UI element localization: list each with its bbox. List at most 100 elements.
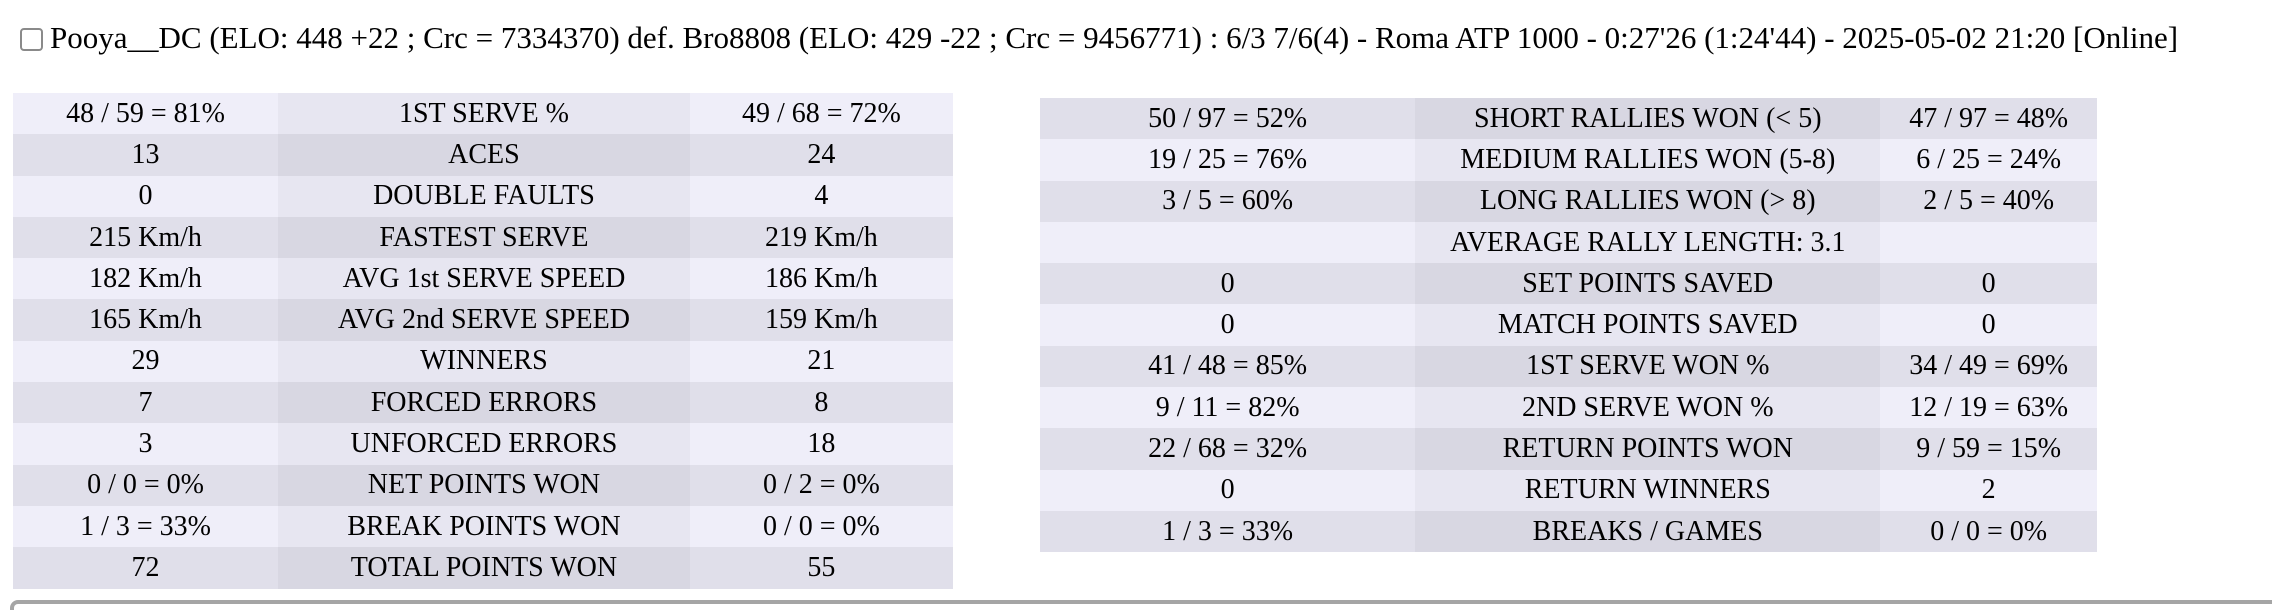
stat-row: 3 / 5 = 60% LONG RALLIES WON (> 8) 2 / 5 =… (1040, 180, 2097, 222)
stat-row: 7 FORCED ERRORS 8 (13, 382, 953, 424)
stat-value-player1: 19 / 25 = 76% (1040, 139, 1416, 181)
stat-value-player2: 8 (689, 382, 953, 424)
stat-row: 0 DOUBLE FAULTS 4 (13, 175, 953, 217)
stat-label: BREAK POINTS WON (278, 505, 690, 548)
stat-value-player2: 4 (689, 175, 953, 217)
stat-value-player1: 50 / 97 = 52% (1040, 98, 1416, 140)
stat-row: 29 WINNERS 21 (13, 340, 953, 383)
stat-value-player1: 0 (13, 175, 279, 217)
stat-label: BREAKS / GAMES (1415, 510, 1881, 553)
stat-label: 1ST SERVE WON % (1415, 345, 1881, 388)
stat-label: AVG 1st SERVE SPEED (278, 258, 690, 300)
stat-value-player1: 0 (1040, 469, 1416, 511)
stat-row: 165 Km/h AVG 2nd SERVE SPEED 159 Km/h (13, 299, 953, 341)
stat-value-player2: 18 (689, 423, 953, 465)
stat-label: UNFORCED ERRORS (278, 423, 690, 465)
stat-value-player1: 0 (1040, 304, 1416, 346)
stat-row: 41 / 48 = 85% 1ST SERVE WON % 34 / 49 = 69… (1040, 345, 2097, 388)
stat-label: NET POINTS WON (278, 464, 690, 506)
stat-value-player2: 0 / 2 = 0% (689, 464, 953, 506)
stat-value-player2: 49 / 68 = 72% (689, 93, 953, 135)
stat-value-player2: 34 / 49 = 69% (1880, 345, 2097, 388)
stat-row: 13 ACES 24 (13, 134, 953, 176)
stat-value-player1: 7 (13, 382, 279, 424)
stat-value-player2: 21 (689, 340, 953, 383)
stat-value-player2: 186 Km/h (689, 258, 953, 300)
stat-label: FASTEST SERVE (278, 216, 690, 259)
stat-row: 50 / 97 = 52% SHORT RALLIES WON (< 5) 47 /… (1040, 98, 2097, 140)
stat-row: 0 SET POINTS SAVED 0 (1040, 263, 2097, 305)
stat-value-player2: 24 (689, 134, 953, 176)
stat-label: DOUBLE FAULTS (278, 175, 690, 217)
stat-value-player2: 159 Km/h (689, 299, 953, 341)
stat-row: 215 Km/h FASTEST SERVE 219 Km/h (13, 216, 953, 259)
stat-value-player1: 165 Km/h (13, 299, 279, 341)
stats-tables: 48 / 59 = 81% 1ST SERVE % 49 / 68 = 72% 13 A… (13, 93, 2097, 589)
stat-value-player1: 1 / 3 = 33% (13, 505, 279, 548)
stat-value-player2: 9 / 59 = 15% (1880, 428, 2097, 470)
stat-value-player2: 47 / 97 = 48% (1880, 98, 2097, 140)
stat-label: MEDIUM RALLIES WON (5-8) (1415, 139, 1881, 181)
stat-value-player2: 0 / 0 = 0% (689, 505, 953, 548)
stat-row: 3 UNFORCED ERRORS 18 (13, 423, 953, 465)
stat-row: 0 / 0 = 0% NET POINTS WON 0 / 2 = 0% (13, 464, 953, 506)
stat-label: 1ST SERVE % (278, 93, 690, 135)
stat-label: ACES (278, 134, 690, 176)
stat-value-player1 (1040, 221, 1416, 264)
stat-value-player2: 6 / 25 = 24% (1880, 139, 2097, 181)
stat-value-player1: 3 (13, 423, 279, 465)
stat-label: SHORT RALLIES WON (< 5) (1415, 98, 1881, 140)
stat-value-player1: 13 (13, 134, 279, 176)
stat-label: WINNERS (278, 340, 690, 383)
stat-value-player2: 55 (689, 547, 953, 589)
stat-value-player2: 2 / 5 = 40% (1880, 180, 2097, 222)
stat-label: LONG RALLIES WON (> 8) (1415, 180, 1881, 222)
stat-label: MATCH POINTS SAVED (1415, 304, 1881, 346)
stat-value-player2: 0 (1880, 304, 2097, 346)
stat-label: TOTAL POINTS WON (278, 547, 690, 589)
stat-value-player1: 72 (13, 547, 279, 589)
stat-row: 182 Km/h AVG 1st SERVE SPEED 186 Km/h (13, 258, 953, 300)
stat-row: 48 / 59 = 81% 1ST SERVE % 49 / 68 = 72% (13, 93, 953, 135)
stat-value-player2: 0 / 0 = 0% (1880, 510, 2097, 553)
stat-row: 72 TOTAL POINTS WON 55 (13, 547, 953, 589)
stat-label: RETURN POINTS WON (1415, 428, 1881, 470)
stat-value-player2: 2 (1880, 469, 2097, 511)
stat-row: 0 MATCH POINTS SAVED 0 (1040, 304, 2097, 346)
stat-row: AVERAGE RALLY LENGTH: 3.1 (1040, 221, 2097, 264)
stat-value-player1: 0 / 0 = 0% (13, 464, 279, 506)
stat-row: 22 / 68 = 32% RETURN POINTS WON 9 / 59 = 1… (1040, 428, 2097, 470)
stat-value-player1: 9 / 11 = 82% (1040, 387, 1416, 429)
serve-stats-table: 48 / 59 = 81% 1ST SERVE % 49 / 68 = 72% 13 A… (13, 93, 953, 589)
stat-value-player1: 0 (1040, 263, 1416, 305)
stat-value-player1: 22 / 68 = 32% (1040, 428, 1416, 470)
match-select-checkbox[interactable] (20, 27, 43, 51)
stat-value-player2 (1880, 221, 2097, 264)
stat-value-player1: 1 / 3 = 33% (1040, 510, 1416, 553)
rally-stats-table: 50 / 97 = 52% SHORT RALLIES WON (< 5) 47 /… (1040, 98, 2097, 589)
stat-label: 2ND SERVE WON % (1415, 387, 1881, 429)
stat-value-player2: 0 (1880, 263, 2097, 305)
stat-value-player2: 12 / 19 = 63% (1880, 387, 2097, 429)
stat-label: AVG 2nd SERVE SPEED (278, 299, 690, 341)
stat-row: 0 RETURN WINNERS 2 (1040, 469, 2097, 511)
match-result-header: Pooya__DC (ELO: 448 +22 ; Crc = 7334370)… (20, 18, 2268, 58)
stat-label: FORCED ERRORS (278, 382, 690, 424)
stat-value-player1: 41 / 48 = 85% (1040, 345, 1416, 388)
stat-row: 1 / 3 = 33% BREAK POINTS WON 0 / 0 = 0% (13, 505, 953, 548)
match-result-title: Pooya__DC (ELO: 448 +22 ; Crc = 7334370)… (50, 20, 2179, 55)
stat-value-player1: 182 Km/h (13, 258, 279, 300)
stat-label: RETURN WINNERS (1415, 469, 1881, 511)
stat-label: SET POINTS SAVED (1415, 263, 1881, 305)
stat-row: 9 / 11 = 82% 2ND SERVE WON % 12 / 19 = 63% (1040, 387, 2097, 429)
section-divider (10, 600, 2272, 610)
stat-label: AVERAGE RALLY LENGTH: 3.1 (1415, 221, 1881, 264)
stat-value-player1: 3 / 5 = 60% (1040, 180, 1416, 222)
stat-value-player1: 48 / 59 = 81% (13, 93, 279, 135)
stat-value-player2: 219 Km/h (689, 216, 953, 259)
stat-row: 19 / 25 = 76% MEDIUM RALLIES WON (5-8) 6 /… (1040, 139, 2097, 181)
stat-row: 1 / 3 = 33% BREAKS / GAMES 0 / 0 = 0% (1040, 510, 2097, 553)
stat-value-player1: 29 (13, 340, 279, 383)
stat-value-player1: 215 Km/h (13, 216, 279, 259)
